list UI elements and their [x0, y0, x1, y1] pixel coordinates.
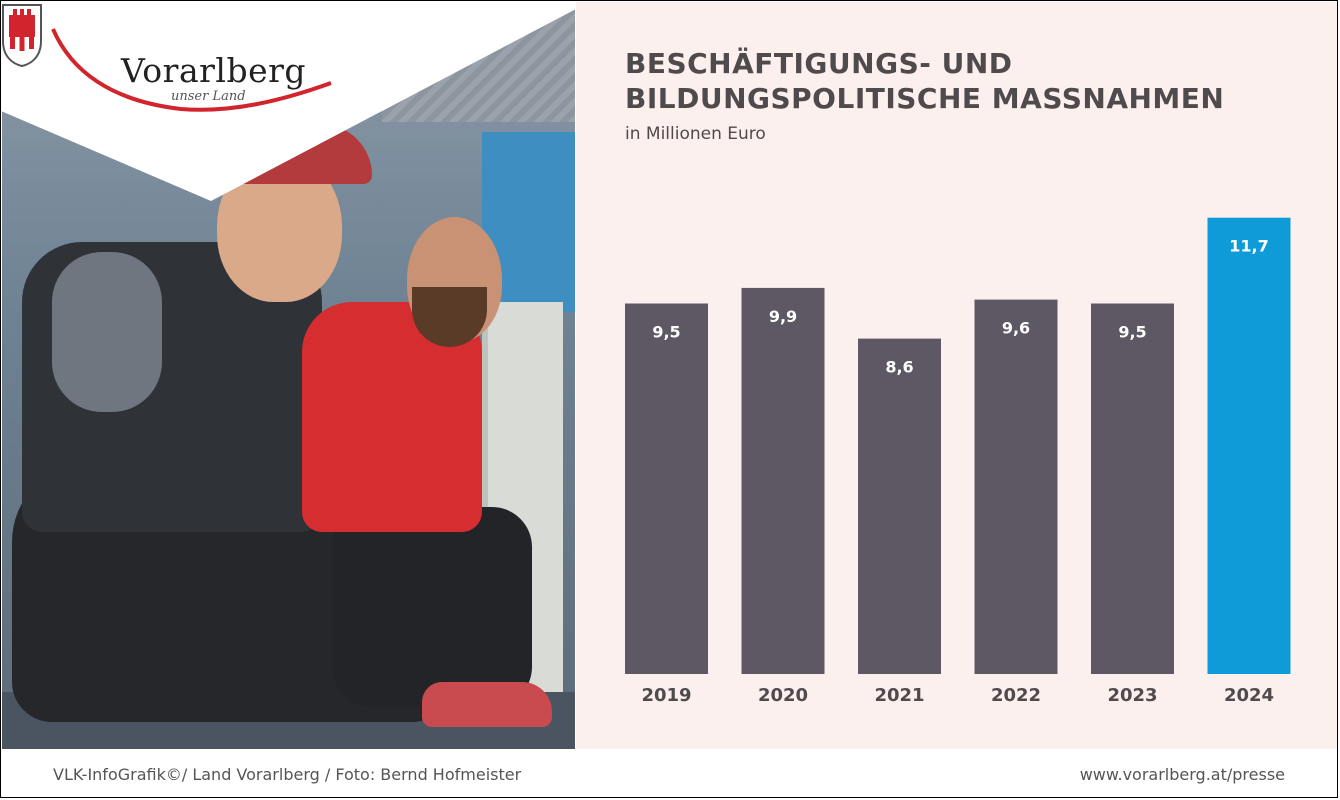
chart-title-line-2: BILDUNGSPOLITISCHE MASSNAHMEN [625, 82, 1225, 115]
bar-2023 [1091, 303, 1174, 674]
footer-credit: VLK-InfoGrafik©/ Land Vorarlberg / Foto:… [53, 765, 522, 784]
value-label-2021: 8,6 [885, 358, 913, 377]
footer-url[interactable]: www.vorarlberg.at/presse [1079, 765, 1285, 784]
value-label-2020: 9,9 [769, 307, 797, 326]
brand-tagline: unser Land [171, 89, 246, 104]
chart-title-line-1: BESCHÄFTIGUNGS- UND [625, 47, 1013, 80]
bar-2021 [858, 338, 941, 674]
value-label-2023: 9,5 [1118, 323, 1146, 342]
value-label-2022: 9,6 [1002, 319, 1030, 338]
chart-panel: BESCHÄFTIGUNGS- UND BILDUNGSPOLITISCHE M… [576, 2, 1337, 749]
x-tick-label-2023: 2023 [1107, 685, 1157, 706]
x-tick-label-2021: 2021 [874, 685, 924, 706]
bar-2022 [974, 299, 1058, 674]
x-tick-label-2020: 2020 [758, 685, 808, 706]
chart-subtitle: in Millionen Euro [625, 124, 766, 144]
x-tick-label-2024: 2024 [1224, 685, 1274, 706]
bar-2020 [741, 287, 825, 674]
workers-photo [2, 2, 575, 749]
value-label-2024: 11,7 [1229, 237, 1268, 256]
bar-chart: 9,5 2019 9,9 2020 8,6 2021 9,6 2022 9,5 2023 11,7 2… [625, 217, 1291, 706]
logo-area: Vorarlberg unser Land [1, 1, 576, 201]
bar-2019 [625, 303, 708, 674]
coat-of-arms-icon [2, 4, 42, 67]
value-label-2019: 9,5 [652, 323, 680, 342]
brand-name: Vorarlberg [121, 51, 307, 90]
x-tick-label-2022: 2022 [991, 685, 1041, 706]
x-tick-label-2019: 2019 [641, 685, 691, 706]
chart-title: BESCHÄFTIGUNGS- UND BILDUNGSPOLITISCHE M… [625, 46, 1224, 116]
bar-2024 [1207, 217, 1291, 674]
